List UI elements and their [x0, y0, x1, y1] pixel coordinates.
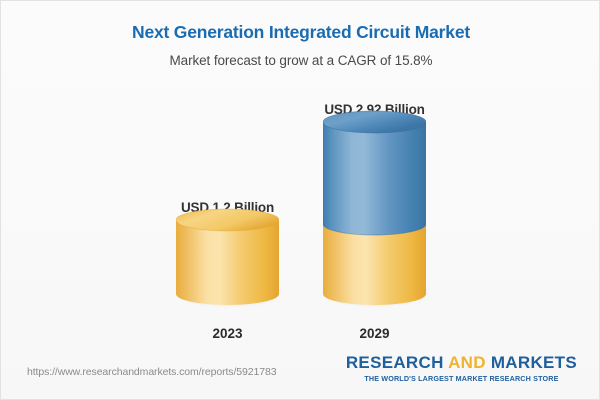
- logo-wordmark: RESEARCH AND MARKETS: [346, 353, 577, 373]
- logo-word-and: AND: [448, 353, 486, 372]
- year-label-2023: 2023: [212, 326, 243, 341]
- year-label-2029: 2029: [359, 326, 390, 341]
- cylinder-2029[interactable]: [322, 110, 428, 313]
- bar-group-2023: USD 1.2 Billion: [175, 200, 281, 341]
- bar-group-2029: USD 2.92 Billion: [322, 102, 428, 341]
- chart-subtitle: Market forecast to grow at a CAGR of 15.…: [169, 53, 433, 68]
- cylinder-2029-svg: [322, 110, 428, 308]
- logo-word-markets: MARKETS: [490, 353, 577, 372]
- cylinder-2023-svg: [175, 208, 281, 308]
- logo-word-research: RESEARCH: [345, 353, 444, 372]
- research-and-markets-logo[interactable]: RESEARCH AND MARKETS THE WORLD'S LARGEST…: [346, 353, 577, 383]
- cylinder-2023[interactable]: [175, 208, 281, 313]
- source-url[interactable]: https://www.researchandmarkets.com/repor…: [27, 366, 277, 378]
- plot-area: USD 1.2 Billion: [1, 1, 599, 346]
- logo-tagline: THE WORLD'S LARGEST MARKET RESEARCH STOR…: [364, 374, 559, 383]
- chart-title: Next Generation Integrated Circuit Marke…: [132, 22, 470, 42]
